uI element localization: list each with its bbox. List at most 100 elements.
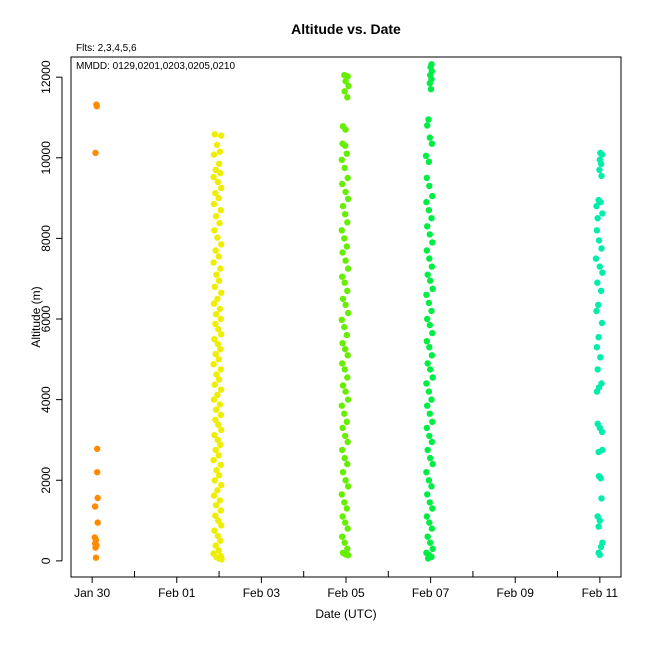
data-point: [342, 477, 349, 484]
data-point: [423, 247, 430, 254]
data-point: [342, 211, 349, 218]
series-2012-02-01: [210, 131, 225, 563]
x-tick-label: Feb 07: [412, 586, 450, 600]
data-point: [426, 519, 433, 526]
data-point: [344, 438, 351, 446]
data-point: [426, 134, 433, 141]
data-point: [426, 255, 433, 262]
y-tick-label: 4000: [39, 386, 53, 413]
data-point: [426, 344, 433, 351]
data-point: [428, 396, 435, 403]
data-point: [423, 291, 430, 298]
data-point: [339, 249, 346, 256]
x-tick-label: Feb 05: [327, 586, 365, 600]
data-point: [218, 289, 225, 296]
data-point: [344, 73, 351, 80]
data-point: [426, 432, 433, 440]
data-point: [342, 78, 349, 85]
series-2012-02-10: [592, 149, 606, 558]
data-point: [94, 494, 101, 502]
data-point: [428, 438, 436, 446]
data-point: [429, 460, 436, 468]
data-point: [597, 160, 605, 167]
data-point: [338, 316, 345, 323]
data-point: [429, 418, 436, 425]
x-axis: Jan 30 Feb 01 Feb 03 Feb 05 Feb 07 Feb 09 Feb …: [74, 571, 618, 600]
data-point: [341, 499, 348, 506]
data-point: [210, 396, 218, 403]
data-point: [338, 402, 345, 409]
data-point: [428, 140, 436, 147]
data-point: [597, 543, 605, 550]
data-point: [344, 396, 352, 403]
data-point: [424, 491, 431, 498]
data-point: [598, 319, 606, 327]
data-point: [218, 184, 225, 192]
data-point: [339, 340, 346, 347]
data-point: [426, 182, 433, 190]
data-point: [597, 475, 604, 482]
data-point: [426, 80, 433, 87]
data-point: [339, 382, 347, 389]
data-point: [211, 527, 218, 534]
data-point: [594, 279, 601, 286]
data-point: [344, 525, 351, 532]
data-point: [211, 477, 218, 484]
data-point: [94, 469, 101, 476]
data-point: [218, 426, 225, 434]
data-point: [424, 122, 431, 129]
y-tick-label: 10000: [39, 141, 53, 175]
y-axis: 0 2000 4000 6000 8000 10000 12000: [39, 60, 63, 564]
y-tick-label: 6000: [39, 305, 53, 332]
data-point: [216, 401, 224, 408]
data-point: [339, 273, 346, 280]
data-points: [91, 61, 606, 563]
data-point: [218, 331, 225, 338]
data-point: [216, 219, 223, 227]
data-point: [212, 350, 219, 358]
data-point: [592, 255, 600, 262]
data-point: [423, 338, 430, 345]
data-point: [217, 207, 224, 214]
data-point: [214, 295, 221, 303]
data-point: [429, 374, 436, 381]
data-point: [598, 172, 605, 180]
data-point: [212, 512, 219, 519]
data-point: [425, 158, 433, 165]
data-point: [343, 331, 350, 339]
x-axis-label: Date (UTC): [315, 607, 376, 621]
data-point: [218, 132, 225, 139]
x-tick-label: Feb 09: [497, 586, 535, 600]
data-point: [210, 200, 218, 208]
data-point: [217, 537, 224, 544]
data-point: [598, 245, 605, 252]
data-point: [343, 243, 350, 250]
series-2012-02-03: [338, 71, 352, 559]
data-point: [429, 285, 436, 292]
data-point: [94, 519, 101, 526]
data-point: [212, 311, 220, 318]
data-point: [344, 483, 352, 490]
data-point: [215, 472, 223, 479]
x-tick-label: Jan 30: [74, 586, 110, 600]
data-point: [429, 239, 436, 246]
data-point: [593, 388, 601, 395]
data-point: [216, 497, 224, 504]
data-point: [425, 299, 433, 307]
data-point: [428, 352, 436, 359]
data-point: [91, 503, 99, 510]
data-point: [214, 532, 221, 540]
data-point: [429, 545, 436, 552]
data-point: [424, 446, 431, 454]
data-point: [344, 195, 352, 203]
data-point: [211, 283, 218, 290]
data-point: [423, 198, 430, 206]
data-point: [215, 356, 222, 363]
data-point: [344, 309, 352, 317]
data-point: [426, 499, 433, 506]
data-point: [596, 551, 603, 558]
data-point: [339, 295, 347, 303]
data-point: [218, 241, 225, 248]
data-point: [217, 169, 224, 177]
